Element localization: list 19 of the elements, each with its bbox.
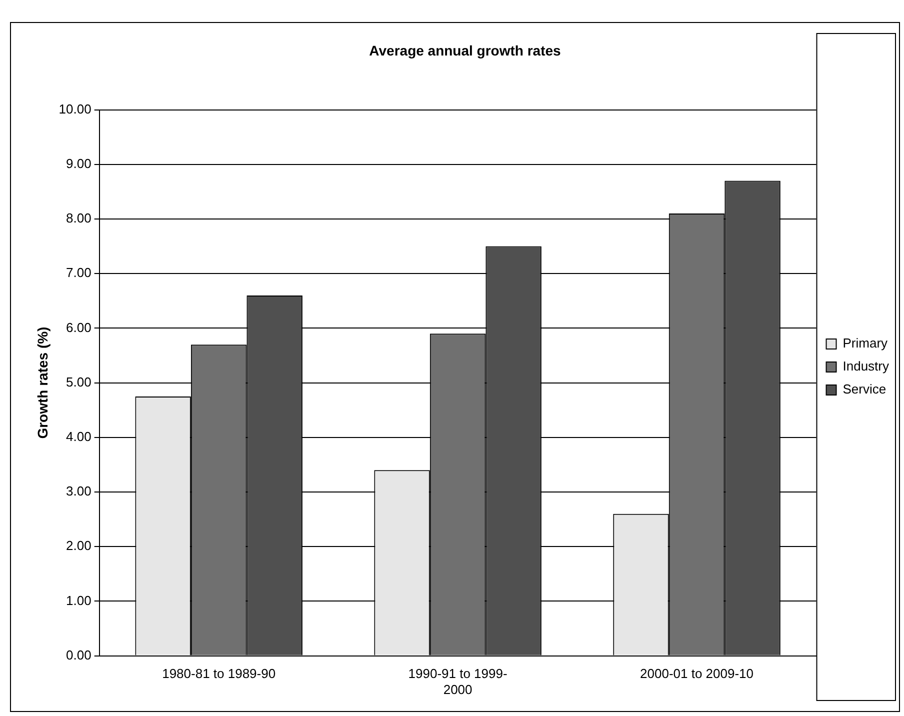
y-tick-label: 5.00 xyxy=(66,374,92,390)
y-tick-label: 0.00 xyxy=(66,647,92,662)
y-tick-label: 9.00 xyxy=(66,156,92,171)
y-tick-label: 3.00 xyxy=(66,484,92,499)
y-tick-label: 2.00 xyxy=(66,538,92,554)
x-tick-label: 2000-01 to 2009-10 xyxy=(640,666,754,682)
x-tick-label: 1980-81 to 1989-90 xyxy=(162,666,276,682)
legend-label: Industry xyxy=(842,358,890,374)
y-tick-label: 1.00 xyxy=(66,592,92,608)
legend-label: Service xyxy=(842,382,886,397)
y-tick-label: 4.00 xyxy=(66,428,92,444)
y-tick-label: 6.00 xyxy=(66,320,92,335)
x-tick-label: 1990-91 to 1999-2000 xyxy=(408,666,508,697)
y-tick-label: 10.00 xyxy=(58,101,92,116)
y-axis-title: Growth rates (%) xyxy=(34,326,50,439)
legend-label: Primary xyxy=(842,336,888,351)
y-tick-label: 8.00 xyxy=(66,210,92,226)
y-tick-label: 7.00 xyxy=(66,265,92,280)
chart-title: Average annual growth rates xyxy=(369,42,562,58)
